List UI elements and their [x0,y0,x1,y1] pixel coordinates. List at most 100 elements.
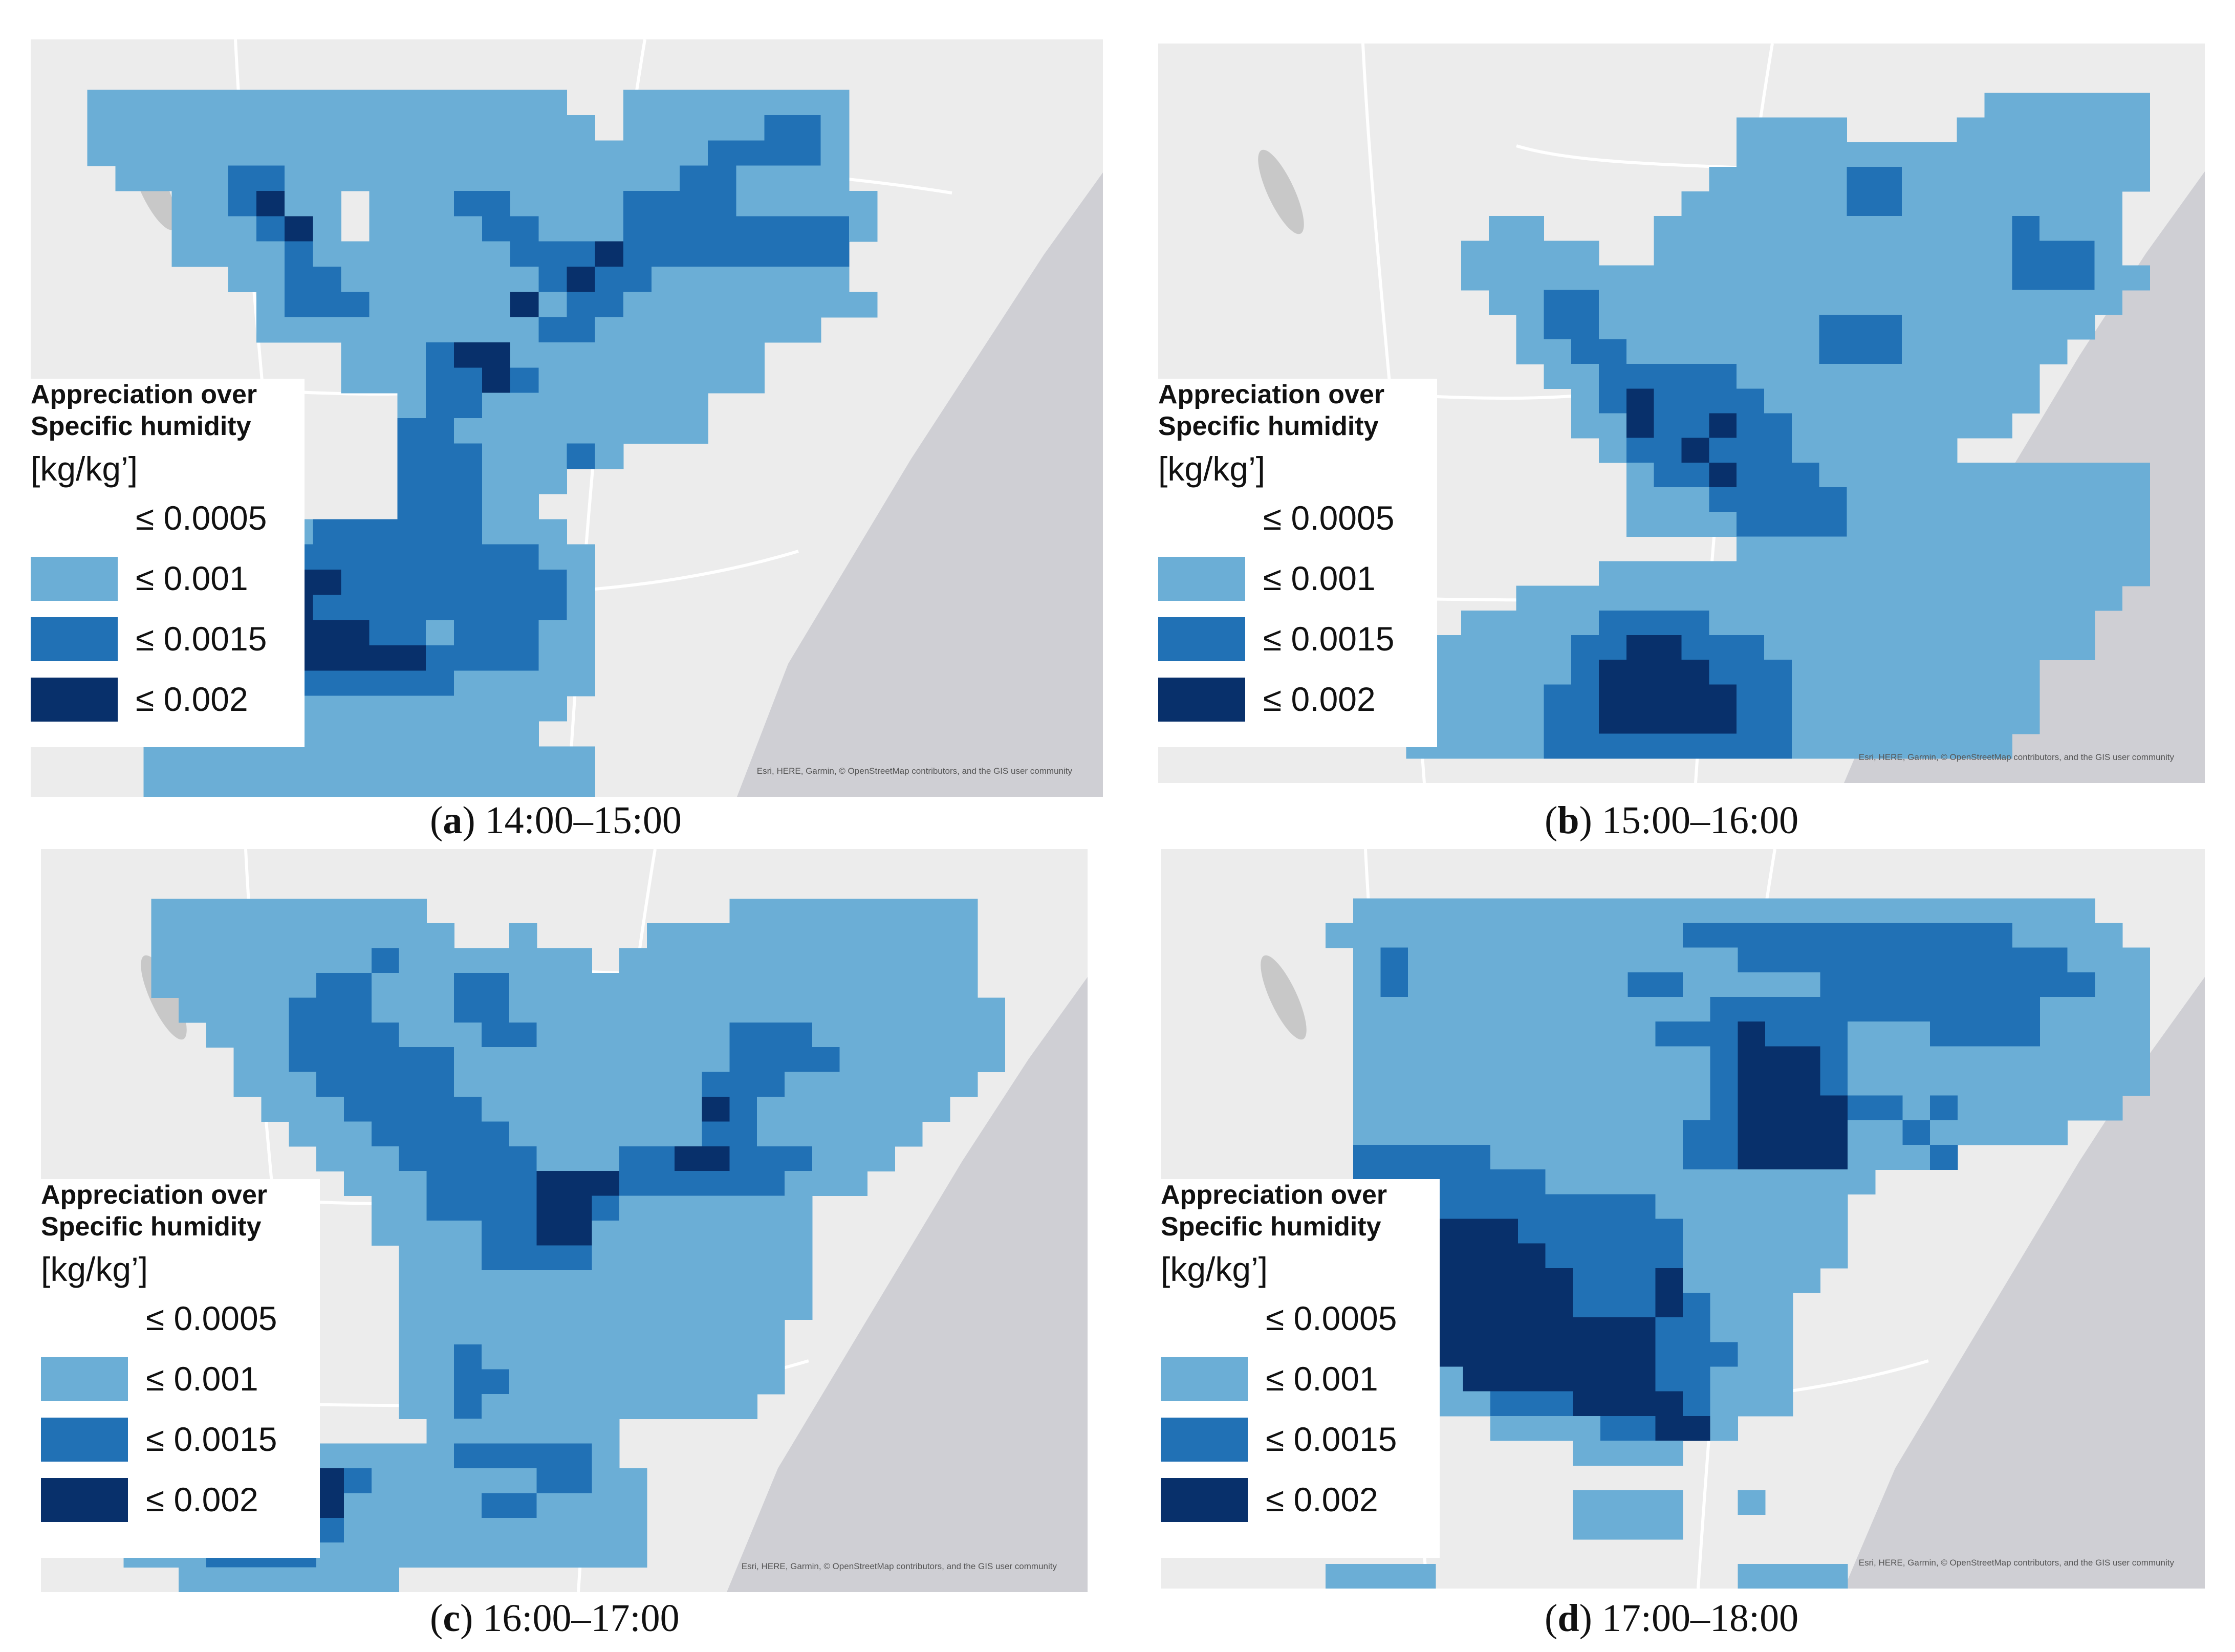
legend-unit: [kg/kg’] [1161,1250,1268,1288]
grid-cell-class-2 [729,1022,757,1048]
grid-cell-class-1 [341,317,370,343]
grid-cell-class-1 [2012,290,2040,315]
grid-cell-class-1 [1874,733,1902,759]
grid-cell-class-1 [1902,314,1930,340]
grid-cell-class-1 [2094,462,2123,488]
grid-cell-class-1 [1957,585,1985,611]
grid-cell-class-1 [482,948,510,973]
grid-cell-class-2 [453,367,483,394]
grid-cell-class-2 [536,1468,565,1493]
grid-cell-class-2 [729,1047,757,1073]
grid-cell-class-3 [1765,1046,1793,1072]
grid-cell-class-1 [538,140,568,166]
grid-cell-class-2 [341,292,370,318]
panel-caption: (c) 16:00–17:00 [430,1597,680,1640]
grid-cell-class-1 [2094,265,2123,291]
grid-cell-class-1 [2039,585,2068,611]
grid-cell-class-1 [482,1097,510,1122]
grid-cell-class-1 [564,1319,592,1345]
grid-cell-class-1 [2012,1071,2041,1096]
grid-cell-class-1 [151,948,179,973]
grid-cell-class-2 [1848,997,1876,1022]
grid-cell-class-1 [2067,947,2095,973]
grid-cell-class-1 [702,1047,730,1073]
grid-cell-class-1 [1435,1046,1464,1072]
grid-cell-class-1 [1626,585,1655,611]
grid-cell-class-2 [619,1146,647,1171]
grid-cell-class-1 [1738,1563,1766,1589]
grid-cell-class-3 [1654,709,1682,734]
grid-cell-class-1 [454,1319,482,1345]
grid-cell-class-1 [2012,314,2040,340]
grid-cell-class-1 [1930,1120,1958,1145]
grid-cell-class-1 [1490,923,1518,948]
grid-cell-class-1 [2122,972,2151,997]
grid-cell-class-1 [2039,339,2068,364]
grid-cell-class-1 [313,115,342,141]
grid-cell-class-1 [1984,216,2012,241]
grid-cell-class-1 [785,973,813,998]
grid-cell-class-1 [674,1319,703,1345]
grid-cell-class-1 [399,1022,427,1048]
grid-cell-class-1 [200,771,229,797]
grid-cell-class-1 [785,1121,813,1147]
grid-cell-class-2 [1710,1071,1738,1096]
grid-cell-class-1 [397,267,426,292]
grid-cell-class-1 [812,948,840,973]
grid-cell-class-1 [206,948,234,973]
grid-cell-class-2 [1792,997,1821,1022]
grid-cell-class-1 [2122,1021,2151,1047]
grid-cell-class-1 [922,948,950,973]
grid-cell-class-1 [1902,660,1930,685]
grid-cell-class-2 [425,670,454,697]
grid-cell-class-3 [1435,1219,1464,1244]
grid-cell-class-1 [1463,972,1491,997]
grid-cell-class-1 [1819,216,1847,241]
legend-swatch [41,1478,128,1522]
grid-cell-class-1 [313,771,342,797]
grid-cell-class-1 [453,418,483,444]
grid-cell-class-1 [1488,265,1517,291]
grid-cell-class-2 [369,570,398,595]
grid-cell-class-1 [839,973,868,998]
grid-cell-class-1 [1545,898,1573,924]
grid-cell-class-1 [567,367,596,394]
grid-cell-class-2 [564,1468,592,1493]
grid-cell-class-1 [1709,191,1737,216]
grid-cell-class-2 [1655,1243,1683,1269]
grid-cell-class-1 [1435,1071,1464,1096]
grid-cell-class-2 [1654,462,1682,488]
grid-cell-class-1 [2012,536,2040,562]
grid-cell-class-3 [313,645,342,671]
grid-cell-class-2 [1380,972,1408,997]
grid-cell-class-1 [1571,388,1599,414]
grid-cell-class-2 [757,1146,785,1171]
grid-cell-class-2 [454,1171,482,1197]
grid-cell-class-1 [482,1072,510,1097]
grid-cell-class-3 [482,342,511,368]
grid-cell-class-1 [592,1369,620,1395]
grid-cell-class-3 [1765,1120,1793,1145]
grid-cell-class-1 [1902,512,1930,537]
grid-cell-class-1 [453,670,483,697]
grid-cell-class-1 [1628,1095,1656,1121]
grid-cell-class-1 [1710,1317,1738,1342]
grid-cell-class-2 [1544,684,1572,710]
grid-cell-class-2 [2012,241,2040,266]
grid-cell-class-1 [1765,1563,1793,1589]
grid-cell-class-2 [482,1443,510,1469]
grid-cell-class-1 [1875,898,1903,924]
grid-cell-class-1 [536,973,565,998]
grid-cell-class-3 [341,620,370,646]
grid-cell-class-1 [536,948,565,973]
grid-cell-class-1 [1874,709,1902,734]
grid-cell-class-2 [1765,1021,1793,1047]
grid-cell-class-1 [1545,972,1573,997]
grid-cell-class-3 [1600,1366,1629,1392]
grid-cell-class-1 [736,367,765,394]
grid-cell-class-1 [1902,585,1930,611]
grid-cell-class-1 [1819,388,1847,414]
grid-cell-class-1 [1819,290,1847,315]
grid-cell-class-1 [2094,290,2123,315]
grid-cell-class-2 [1764,660,1792,685]
